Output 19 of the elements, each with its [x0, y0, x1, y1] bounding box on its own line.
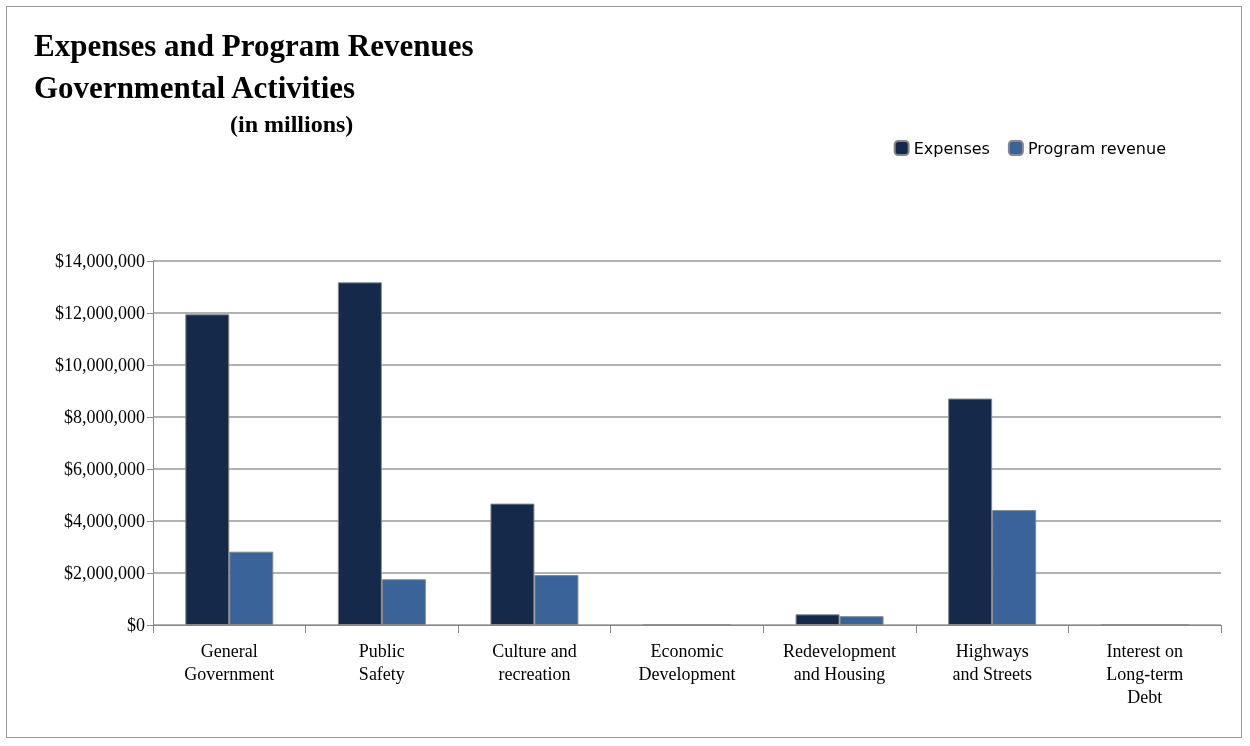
chart-subtitle: (in millions): [230, 111, 354, 137]
x-tick-label: Interest on Long-term Debt: [1106, 640, 1184, 707]
legend-label: Expenses: [913, 138, 990, 158]
x-tick-label: Culture and recreation: [492, 640, 577, 684]
y-tick-label: $14,000,000: [55, 251, 145, 271]
y-tick-label: $8,000,000: [64, 407, 145, 427]
y-tick-label: $2,000,000: [64, 563, 145, 583]
x-tick-label: Redevelopment and Housing: [783, 640, 897, 684]
y-tick-label: $6,000,000: [64, 459, 145, 479]
x-tick-label: Highways and Streets: [952, 640, 1032, 684]
legend-label: Program revenue: [1027, 138, 1167, 158]
y-tick-label: $0: [127, 615, 145, 635]
x-tick-label: Public Safety: [358, 640, 405, 684]
x-tick-label: Economic Development: [638, 640, 736, 684]
y-tick-label: $12,000,000: [55, 303, 145, 323]
chart-title: Expenses and Program Revenues Governmental Activities: [34, 27, 474, 105]
y-tick-label: $4,000,000: [64, 511, 145, 531]
x-tick-label: General Government: [184, 640, 275, 684]
y-tick-label: $10,000,000: [55, 355, 145, 375]
